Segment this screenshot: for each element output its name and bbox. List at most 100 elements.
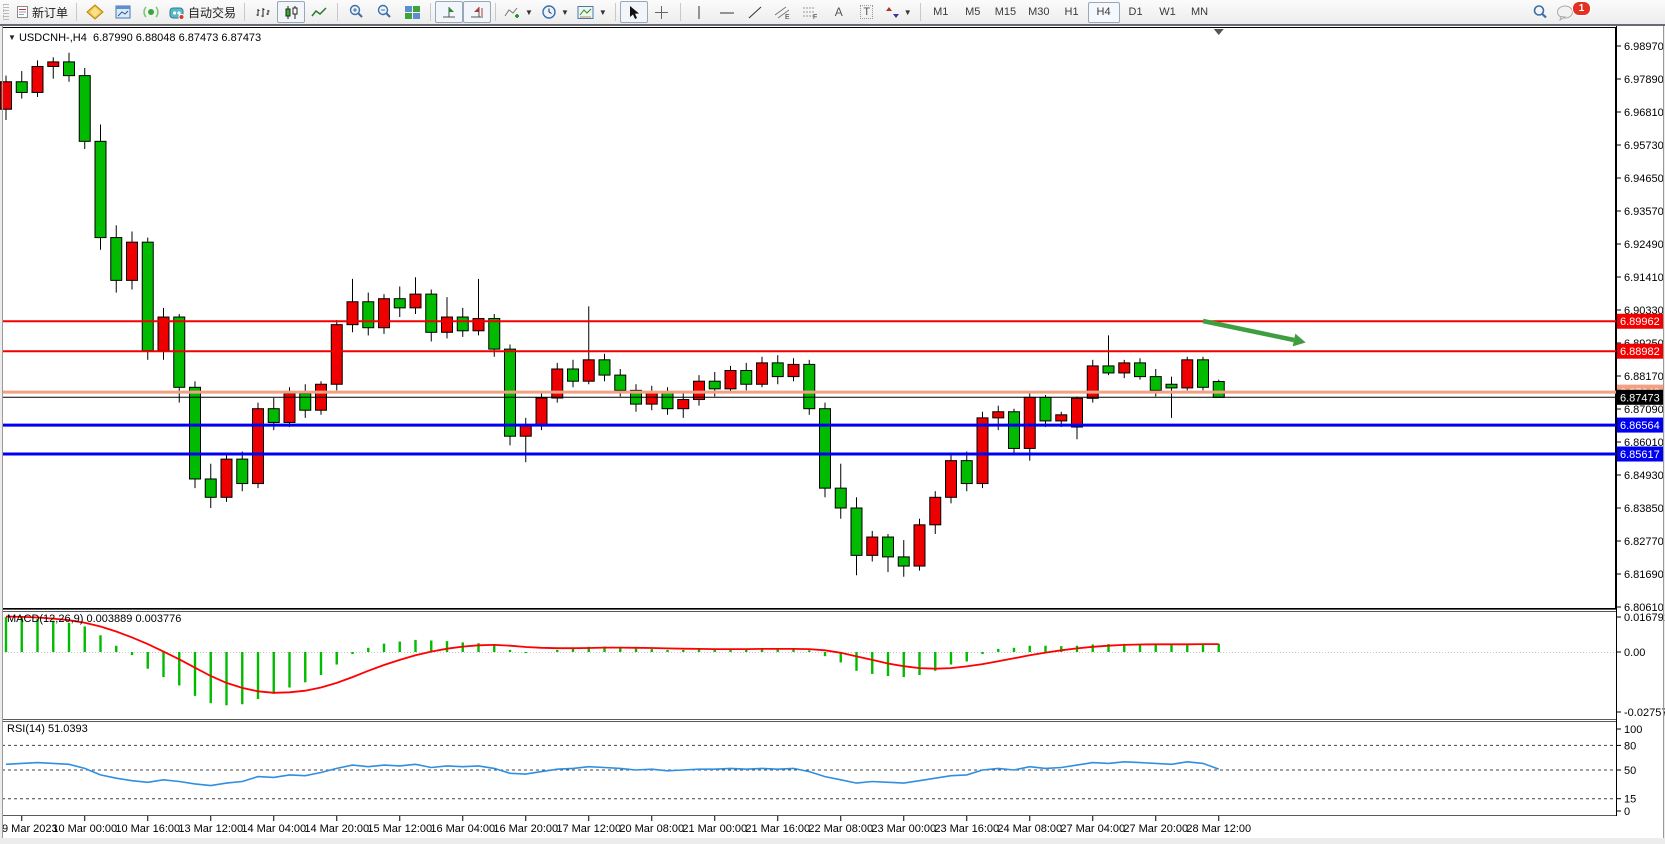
timeframe-bar: M1 M5 M15 M30 H1 H4 D1 W1 MN	[925, 1, 1216, 23]
svg-text:16 Mar 20:00: 16 Mar 20:00	[493, 823, 558, 835]
fibonacci-tool[interactable]: F	[797, 1, 825, 23]
template-icon	[577, 5, 594, 19]
svg-text:6.98970: 6.98970	[1624, 41, 1664, 53]
arrows-tool[interactable]: ▼	[881, 1, 916, 23]
zoom-out-button[interactable]	[370, 1, 398, 23]
svg-text:100: 100	[1624, 724, 1642, 736]
timeframe-h1[interactable]: H1	[1064, 6, 1079, 18]
svg-text:15: 15	[1624, 794, 1636, 806]
timeframe-w1[interactable]: W1	[1159, 6, 1176, 18]
templates-caret-icon: ▼	[598, 7, 607, 17]
chat-bubble-icon[interactable]	[1556, 4, 1574, 21]
svg-text:0.00: 0.00	[1624, 647, 1645, 659]
svg-text:6.86564: 6.86564	[1620, 420, 1660, 432]
equidistant-channel-tool[interactable]: E	[769, 1, 797, 23]
chart-canvas[interactable]: 6.98970 6.97890 6.96810 6.95730 6.94650 6.935…	[0, 26, 1665, 838]
text-label-tool[interactable]: T	[853, 1, 881, 23]
svg-text:6.97890: 6.97890	[1624, 74, 1664, 86]
svg-text:6.93570: 6.93570	[1624, 206, 1664, 218]
data-window-button[interactable]	[109, 1, 137, 23]
svg-text:17 Mar 12:00: 17 Mar 12:00	[556, 823, 621, 835]
indicators-button[interactable]: ▼	[500, 1, 537, 23]
toolbar: 新订单 自动交易	[0, 0, 1665, 24]
gold-diamond-icon	[86, 4, 104, 20]
horizontal-line-icon	[719, 12, 734, 13]
bar-chart-button[interactable]	[249, 1, 277, 23]
crosshair-button[interactable]	[648, 1, 676, 23]
svg-text:6.91410: 6.91410	[1624, 272, 1664, 284]
svg-text:6.95730: 6.95730	[1624, 140, 1664, 152]
timeframe-h4[interactable]: H4	[1087, 1, 1120, 23]
toolbar-grip[interactable]	[3, 4, 9, 20]
chart-shift-marker	[1213, 29, 1224, 35]
cursor-button[interactable]	[619, 1, 648, 23]
news-button[interactable]	[137, 1, 165, 23]
signal-icon	[143, 6, 159, 18]
svg-text:0: 0	[1624, 806, 1630, 818]
timeframe-mn[interactable]: MN	[1190, 6, 1209, 18]
new-order-button[interactable]: 新订单	[12, 1, 72, 23]
auto-scroll-button[interactable]	[435, 1, 464, 23]
svg-text:6.88170: 6.88170	[1624, 371, 1664, 383]
zoom-out-icon	[377, 4, 391, 18]
bar-chart-icon	[256, 7, 270, 17]
chart-shift-icon	[470, 6, 483, 17]
macd-signal-line	[5, 615, 1219, 694]
timeframe-m15[interactable]: M15	[994, 6, 1017, 18]
svg-text:-0.027572: -0.027572	[1624, 707, 1665, 719]
auto-scroll-icon	[442, 6, 455, 17]
candlestick-chart-icon	[285, 5, 298, 19]
svg-text:50: 50	[1624, 765, 1636, 777]
svg-text:6.87090: 6.87090	[1624, 404, 1664, 416]
trendline-tool[interactable]	[741, 1, 769, 23]
trendline-icon	[748, 6, 762, 18]
svg-text:6.85617: 6.85617	[1620, 449, 1660, 461]
candlestick-chart-button[interactable]	[277, 1, 306, 23]
line-chart-button[interactable]	[305, 1, 333, 23]
search-icon[interactable]	[1532, 4, 1548, 20]
timeframe-d1[interactable]: D1	[1128, 6, 1143, 18]
cursor-icon	[629, 5, 639, 19]
svg-text:27 Mar 20:00: 27 Mar 20:00	[1123, 823, 1188, 835]
zoom-in-button[interactable]	[342, 1, 370, 23]
svg-text:0.016791: 0.016791	[1624, 612, 1665, 624]
rsi-line	[5, 760, 1220, 787]
svg-text:24 Mar 08:00: 24 Mar 08:00	[997, 823, 1062, 835]
periods-button[interactable]: ▼	[537, 1, 573, 23]
vertical-line-tool[interactable]	[685, 1, 713, 23]
arrows-caret-icon: ▼	[903, 7, 912, 17]
market-watch-button[interactable]	[81, 1, 109, 23]
timeframe-m5[interactable]: M5	[965, 6, 981, 18]
svg-text:6.96810: 6.96810	[1624, 107, 1664, 119]
arrow-annotation	[1202, 318, 1295, 343]
svg-text:6.92490: 6.92490	[1624, 239, 1664, 251]
line-chart-icon	[310, 6, 327, 16]
autotrading-button[interactable]: 自动交易	[165, 1, 240, 23]
svg-text:9 Mar 2023: 9 Mar 2023	[2, 823, 58, 835]
periods-caret-icon: ▼	[560, 7, 569, 17]
svg-text:21 Mar 16:00: 21 Mar 16:00	[745, 823, 810, 835]
svg-text:6.94650: 6.94650	[1624, 173, 1664, 185]
svg-text:6.82770: 6.82770	[1624, 536, 1664, 548]
svg-text:6.84930: 6.84930	[1624, 470, 1664, 482]
svg-text:27 Mar 04:00: 27 Mar 04:00	[1060, 823, 1125, 835]
templates-button[interactable]: ▼	[573, 1, 611, 23]
chart-shift-button[interactable]	[463, 1, 492, 23]
timeframe-m1[interactable]: M1	[933, 6, 949, 18]
vertical-line-icon	[698, 5, 700, 19]
svg-text:6.89962: 6.89962	[1620, 316, 1660, 328]
svg-text:10 Mar 00:00: 10 Mar 00:00	[52, 823, 117, 835]
new-order-icon	[17, 6, 28, 18]
crosshair-icon	[655, 5, 669, 19]
tile-windows-button[interactable]	[398, 1, 426, 23]
autotrading-label: 自动交易	[188, 5, 237, 20]
svg-text:22 Mar 08:00: 22 Mar 08:00	[808, 823, 873, 835]
notification-badge[interactable]: 1	[1572, 1, 1591, 16]
horizontal-line-tool[interactable]	[713, 1, 741, 23]
zoom-in-icon	[349, 4, 363, 18]
timeframe-m30[interactable]: M30	[1028, 6, 1050, 18]
text-tool[interactable]: A	[825, 1, 853, 23]
indicators-icon	[504, 7, 520, 18]
svg-text:6.83850: 6.83850	[1624, 503, 1664, 515]
svg-text:13 Mar 12:00: 13 Mar 12:00	[178, 823, 243, 835]
